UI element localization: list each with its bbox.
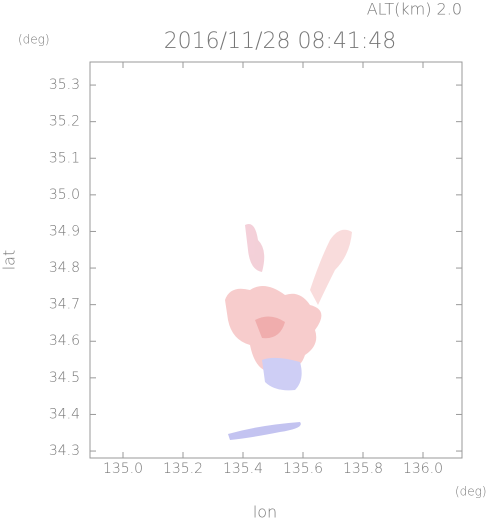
x-tick-label: 135.4 <box>223 461 263 477</box>
x-tick-label: 136.0 <box>403 461 443 477</box>
y-tick-label: 34.9 <box>49 223 80 239</box>
altitude-label: ALT(km) 2.0 <box>367 0 462 19</box>
echo-region <box>310 229 352 305</box>
y-tick-label: 34.5 <box>49 370 80 386</box>
y-tick-label: 35.0 <box>49 187 80 203</box>
y-axis-label: lat <box>0 250 19 271</box>
echo-region <box>262 357 302 391</box>
y-tick-label: 35.1 <box>49 150 80 166</box>
y-tick-label: 34.3 <box>49 443 80 459</box>
x-tick-label: 135.6 <box>283 461 323 477</box>
y-tick-label: 35.2 <box>49 114 80 130</box>
y-tick-label: 34.6 <box>49 333 80 349</box>
y-tick-label: 35.3 <box>49 77 80 93</box>
y-unit: (deg) <box>18 33 50 47</box>
y-tick-label: 34.4 <box>49 406 80 422</box>
plot-frame <box>89 61 463 459</box>
x-axis-label: lon <box>253 503 277 521</box>
x-tick-label: 135.0 <box>103 461 143 477</box>
x-tick-label: 135.8 <box>343 461 383 477</box>
y-tick-label: 34.8 <box>49 260 80 276</box>
x-unit: (deg) <box>455 485 487 499</box>
echo-region <box>245 224 265 272</box>
echo-region <box>255 316 285 339</box>
x-tick-label: 135.2 <box>163 461 203 477</box>
echoes <box>225 224 352 440</box>
chart-title: 2016/11/28 08:41:48 <box>164 29 397 54</box>
echo-region <box>228 422 301 440</box>
y-tick-label: 34.7 <box>49 297 80 313</box>
